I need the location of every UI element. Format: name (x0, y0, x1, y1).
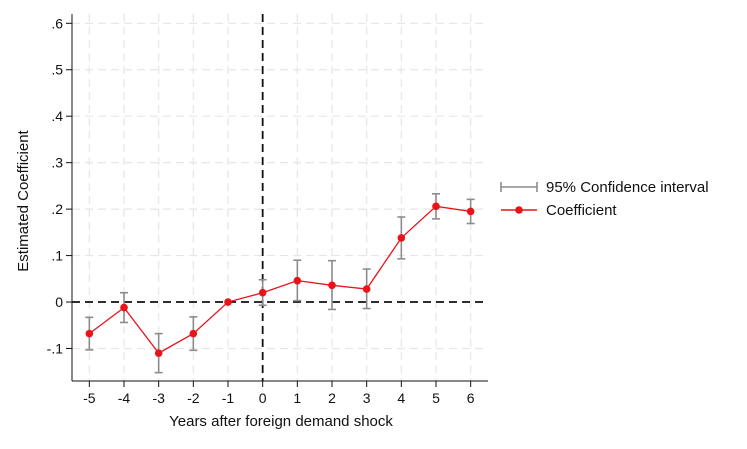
legend: 95% Confidence interval Coefficient (500, 179, 709, 219)
coefficient-point (120, 303, 128, 312)
x-tick-label: -5 (83, 390, 96, 406)
y-tick-label: 0 (55, 294, 63, 310)
y-tick-label: .3 (51, 155, 63, 171)
x-tick-label: -1 (222, 390, 235, 406)
y-tick-label: .2 (51, 201, 63, 217)
x-tick-label: 0 (259, 390, 267, 406)
legend-coef-marker (515, 206, 523, 214)
coefficient-point (258, 288, 267, 297)
coefficient-point (466, 207, 475, 216)
y-tick-label: .5 (51, 62, 63, 78)
y-tick-label: .6 (51, 15, 63, 31)
y-tick-label: .1 (51, 248, 63, 264)
coefficient-point (397, 234, 406, 242)
coefficient-point (293, 276, 302, 285)
reference-lines (72, 14, 488, 381)
coefficient-point (328, 281, 336, 290)
legend-coef-label: Coefficient (546, 202, 617, 219)
y-axis-title: Estimated Coefficient (15, 129, 32, 271)
coefficient-point (189, 329, 198, 338)
x-tick-label: 2 (328, 390, 336, 406)
coefficient-point (224, 298, 232, 306)
axes: -5 -4 -3 -2 -1 0 1 2 3 4 5 6 -.1 0 .1 .2 .3 .4 .5 .6 (47, 14, 488, 406)
coefficient-line (88, 205, 471, 354)
grid-layer (72, 14, 488, 381)
x-tick-label: 6 (467, 390, 475, 406)
coefficient-series (85, 202, 475, 357)
x-tick-label: 3 (363, 390, 371, 406)
coefficient-point (362, 285, 371, 293)
x-tick-label: -4 (118, 390, 131, 406)
coefficient-point (432, 202, 440, 211)
x-tick-label: 5 (432, 390, 440, 406)
x-tick-label: -2 (187, 390, 200, 406)
coefficient-point (154, 349, 163, 357)
coefficient-point (85, 329, 94, 338)
x-axis-title: Years after foreign demand shock (169, 413, 393, 430)
x-tick-label: 4 (397, 390, 405, 406)
x-tick-label: 1 (293, 390, 301, 406)
x-tick-label: -3 (152, 390, 165, 406)
legend-ci-label: 95% Confidence interval (546, 179, 709, 196)
y-tick-label: .4 (51, 108, 63, 124)
y-tick-label: -.1 (47, 340, 64, 356)
confidence-intervals (85, 192, 475, 374)
